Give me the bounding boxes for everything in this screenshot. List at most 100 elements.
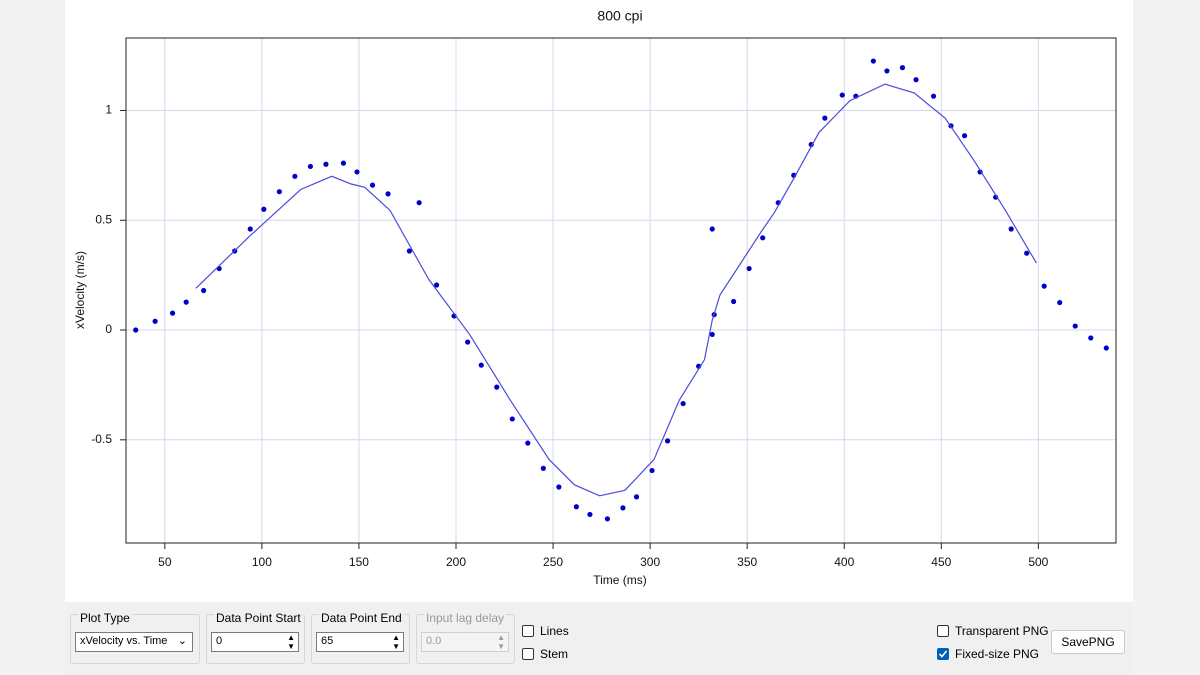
checkbox-label: Lines xyxy=(540,624,569,638)
data-point xyxy=(573,504,579,510)
data-point xyxy=(133,327,139,333)
data-point xyxy=(730,298,737,305)
end-input[interactable]: 65 ▲ ▼ xyxy=(316,632,404,652)
data-point xyxy=(478,362,484,368)
data-point xyxy=(870,58,876,64)
data-point xyxy=(633,494,640,500)
data-point xyxy=(760,235,766,241)
data-point xyxy=(839,92,845,98)
checkbox-label: Stem xyxy=(540,647,569,661)
data-point xyxy=(604,516,611,522)
data-point xyxy=(649,467,655,474)
data-point xyxy=(1008,226,1014,232)
data-point xyxy=(201,287,207,294)
x-tick-label: 500 xyxy=(1028,555,1048,569)
save-button[interactable]: SavePNG xyxy=(1051,630,1125,654)
data-point xyxy=(961,133,968,139)
lag-group: Input lag delay 0.0 ▲ ▼ xyxy=(416,611,515,664)
data-point xyxy=(680,400,686,407)
data-point xyxy=(152,318,158,324)
x-tick-label: 400 xyxy=(834,555,854,569)
data-point xyxy=(307,163,314,170)
checkbox-label: Transparent PNG xyxy=(955,624,1049,638)
x-tick-label: 450 xyxy=(931,555,951,569)
stem-checkbox[interactable]: Stem xyxy=(522,647,568,661)
data-point xyxy=(525,440,531,446)
data-point xyxy=(1024,250,1030,256)
y-tick-label: -0.5 xyxy=(91,432,112,446)
data-point xyxy=(899,65,906,71)
fixed-checkbox[interactable]: Fixed-size PNG xyxy=(937,647,1039,661)
data-point xyxy=(169,310,176,316)
end-group: Data Point End 65 ▲ ▼ xyxy=(311,611,410,664)
plot-type-group: Plot Type xVelocity vs. Time ⌄ xyxy=(70,611,200,664)
plot-frame xyxy=(125,37,1117,544)
y-tick-label: 1 xyxy=(105,103,112,117)
lines-checkbox[interactable]: Lines xyxy=(522,624,569,638)
start-group: Data Point Start 0 ▲ ▼ xyxy=(206,611,305,664)
checkbox-box xyxy=(522,625,534,637)
data-point xyxy=(261,206,267,212)
x-tick-label: 150 xyxy=(349,555,369,569)
data-point xyxy=(276,189,282,195)
group-label: Data Point Start xyxy=(214,611,303,625)
data-point xyxy=(369,182,376,188)
plot-type-dropdown[interactable]: xVelocity vs. Time ⌄ xyxy=(75,632,193,652)
start-input[interactable]: 0 ▲ ▼ xyxy=(211,632,299,652)
data-point xyxy=(340,160,347,166)
x-tick-label: 100 xyxy=(252,555,272,569)
checkbox-box xyxy=(522,648,534,660)
checkbox-box xyxy=(937,648,949,660)
button-label: SavePNG xyxy=(1061,635,1115,649)
data-point xyxy=(913,77,919,83)
data-point xyxy=(1103,345,1109,351)
data-point xyxy=(822,115,828,121)
data-point xyxy=(1088,335,1094,341)
control-bar: Plot Type xVelocity vs. Time ⌄ Data Point… xyxy=(65,602,1133,675)
dropdown-value: xVelocity vs. Time xyxy=(80,635,168,647)
lag-input: 0.0 ▲ ▼ xyxy=(421,632,509,652)
group-label: Input lag delay xyxy=(424,611,507,625)
data-point xyxy=(540,465,546,471)
x-tick-label: 350 xyxy=(737,555,757,569)
data-point xyxy=(620,505,626,511)
chart: 800 cpi Time (ms) xVelocity (m/s) 50 100 1… xyxy=(65,0,1133,602)
data-point xyxy=(664,438,671,444)
data-point xyxy=(385,191,391,197)
data-point xyxy=(292,173,298,179)
data-point xyxy=(465,339,471,345)
checkbox-box xyxy=(937,625,949,637)
data-point xyxy=(406,248,413,254)
group-label: Data Point End xyxy=(319,611,404,625)
data-point xyxy=(416,200,422,206)
data-point xyxy=(183,299,189,305)
data-point xyxy=(1072,323,1078,329)
data-point xyxy=(556,484,562,490)
input-value: 65 xyxy=(321,635,334,647)
data-point xyxy=(433,282,440,288)
data-point xyxy=(1057,299,1063,306)
y-tick-label: 0.5 xyxy=(95,212,112,226)
y-tick-label: 0 xyxy=(105,322,112,336)
data-point xyxy=(709,331,715,338)
data-point xyxy=(494,384,500,390)
data-point xyxy=(247,226,253,232)
data-point xyxy=(354,169,360,175)
fit-line xyxy=(195,83,1037,497)
transparent-checkbox[interactable]: Transparent PNG xyxy=(937,624,1049,638)
x-tick-label: 50 xyxy=(158,555,172,569)
x-axis-label: Time (ms) xyxy=(593,573,647,587)
data-point xyxy=(1041,283,1047,289)
data-point xyxy=(709,226,715,232)
checkbox-label: Fixed-size PNG xyxy=(955,647,1040,661)
data-point xyxy=(587,511,593,518)
input-value: 0 xyxy=(216,635,223,647)
chart-title: 800 cpi xyxy=(597,8,642,24)
data-point xyxy=(884,68,890,74)
data-point xyxy=(323,161,329,167)
x-tick-label: 300 xyxy=(640,555,660,569)
input-value: 0.0 xyxy=(426,635,442,647)
data-point xyxy=(930,93,937,99)
data-point xyxy=(509,416,515,422)
